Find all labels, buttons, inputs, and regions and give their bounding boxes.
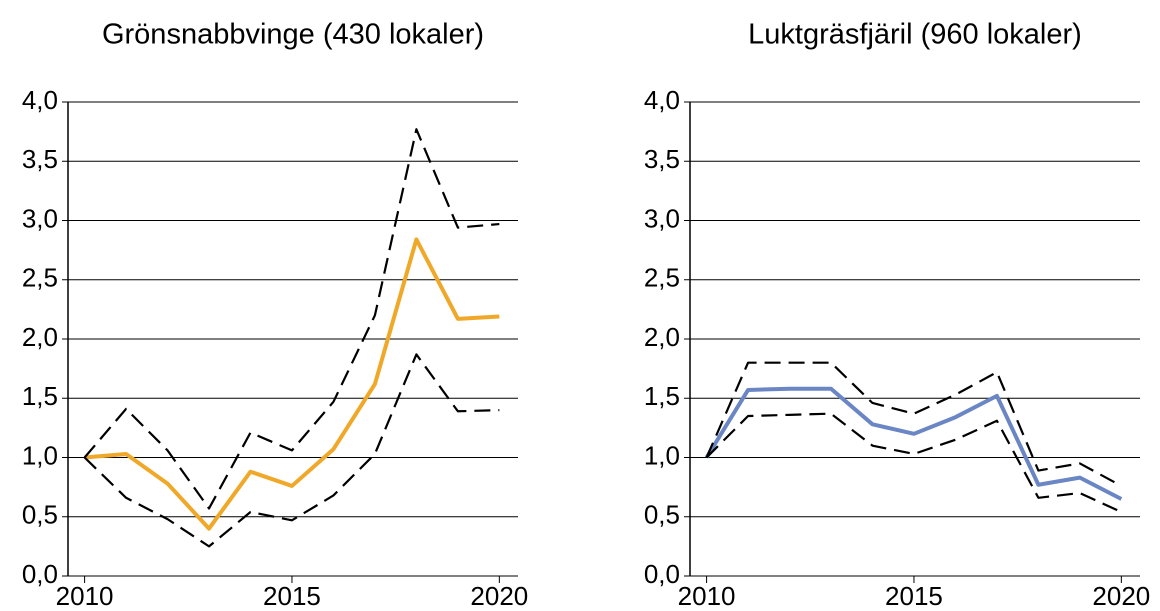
y-tick-label: 4,0 [22,85,58,115]
y-tick-label: 0,5 [644,500,680,530]
y-tick-label: 2,5 [644,263,680,293]
interval-line [705,412,1122,514]
x-tick-label: 2010 [678,581,736,611]
y-tick-label: 2,0 [22,322,58,352]
x-tick-label: 2020 [1092,581,1150,611]
chart-title: Luktgräsfjäril (960 lokaler) [748,19,1082,51]
y-tick-label: 0,5 [22,500,58,530]
y-tick-label: 1,5 [22,381,58,411]
interval-line [705,361,1122,487]
y-tick-label: 0,0 [22,559,58,589]
y-tick-label: 3,5 [22,144,58,174]
y-tick-label: 4,0 [644,85,680,115]
y-tick-label: 1,0 [644,440,680,470]
y-tick-label: 2,0 [644,322,680,352]
y-tick-label: 1,0 [22,440,58,470]
data-line [704,386,1123,501]
y-tick-label: 3,0 [644,203,680,233]
x-tick-label: 2010 [56,581,114,611]
chart-title: Grönsnabbvinge (430 lokaler) [102,19,484,51]
x-tick-label: 2020 [470,581,528,611]
x-tick-label: 2015 [263,581,321,611]
y-tick-label: 3,0 [22,203,58,233]
y-tick-label: 0,0 [644,559,680,589]
data-line [84,237,500,531]
y-tick-label: 3,5 [644,144,680,174]
interval-line [83,128,500,510]
x-tick-label: 2015 [885,581,943,611]
interval-line [83,353,500,548]
y-tick-label: 1,5 [644,381,680,411]
y-tick-label: 2,5 [22,263,58,293]
